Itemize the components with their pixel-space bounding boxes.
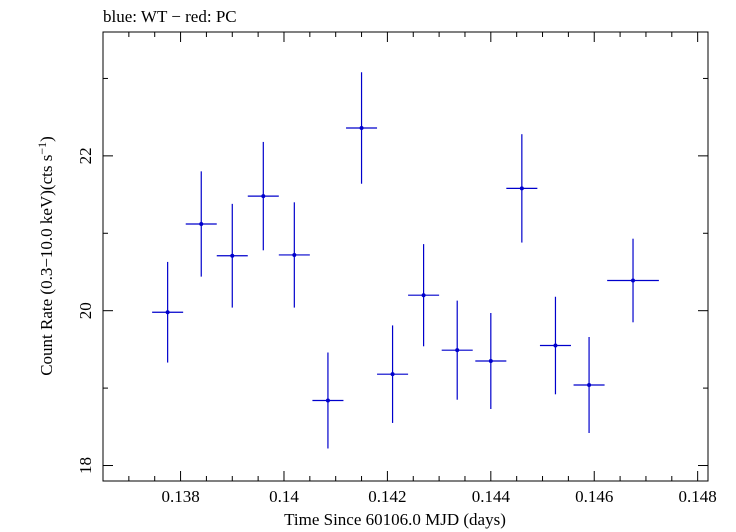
point-marker (292, 252, 297, 257)
y-tick-label: 18 (76, 457, 95, 474)
x-tick-label: 0.138 (161, 487, 199, 506)
data-point (408, 244, 440, 347)
point-marker (230, 253, 235, 258)
data-point (278, 202, 310, 308)
x-tick-label: 0.142 (368, 487, 406, 506)
point-marker (519, 186, 524, 191)
y-axis-label: Count Rate (0.3−10.0 keV)(cts s−1) (35, 136, 56, 376)
point-marker (359, 125, 364, 130)
point-marker (390, 372, 395, 377)
data-point (607, 238, 659, 323)
y-axis-label-main: Count Rate (0.3−10.0 keV)(cts s (37, 155, 56, 376)
data-point (247, 141, 279, 251)
point-marker (421, 293, 426, 298)
data-point (475, 313, 507, 410)
data-point (346, 72, 378, 184)
y-axis-ticks: 18 20 22 (76, 77, 708, 474)
y-axis-label-end: ) (37, 136, 56, 142)
point-marker (553, 343, 558, 348)
x-axis-label: Time Since 60106.0 MJD (days) (284, 510, 506, 529)
data-point (185, 171, 217, 277)
point-marker (488, 359, 493, 364)
x-axis-ticks: 0.138 0.14 0.142 0.144 0.146 0.148 (102, 32, 717, 506)
x-tick-label: 0.146 (575, 487, 613, 506)
point-marker (587, 383, 592, 388)
data-point (312, 352, 344, 449)
data-points (152, 72, 659, 449)
point-marker (631, 278, 636, 283)
point-marker (325, 398, 330, 403)
y-tick-label: 20 (76, 302, 95, 319)
data-point (216, 203, 248, 308)
data-point (441, 300, 473, 400)
x-tick-label: 0.144 (472, 487, 511, 506)
y-axis-label-sup: −1 (35, 142, 49, 155)
point-marker (261, 194, 266, 199)
point-marker (455, 348, 460, 353)
point-marker (165, 310, 170, 315)
y-tick-label: 22 (76, 147, 95, 164)
chart-title: blue: WT − red: PC (103, 7, 237, 26)
plot-frame (102, 31, 709, 482)
data-point (573, 337, 605, 434)
x-tick-label: 0.148 (679, 487, 717, 506)
data-point (539, 296, 571, 395)
data-point (377, 325, 409, 423)
x-tick-label: 0.14 (269, 487, 299, 506)
data-point (506, 134, 538, 243)
point-marker (199, 221, 204, 226)
data-point (152, 261, 184, 363)
